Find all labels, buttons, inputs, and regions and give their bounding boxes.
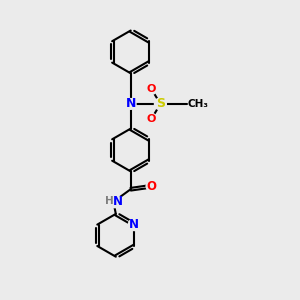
Text: CH₃: CH₃ [187,99,208,109]
Text: N: N [129,218,140,231]
Circle shape [146,84,157,94]
Text: O: O [147,114,156,124]
Circle shape [108,195,121,208]
Circle shape [146,181,157,192]
Circle shape [125,99,136,109]
Circle shape [128,219,140,230]
Text: H: H [105,196,114,206]
Text: N: N [125,98,136,110]
Circle shape [146,113,157,124]
Text: O: O [146,180,157,193]
Text: O: O [147,84,156,94]
Circle shape [154,98,166,110]
Text: N: N [113,195,123,208]
Text: S: S [156,98,165,110]
